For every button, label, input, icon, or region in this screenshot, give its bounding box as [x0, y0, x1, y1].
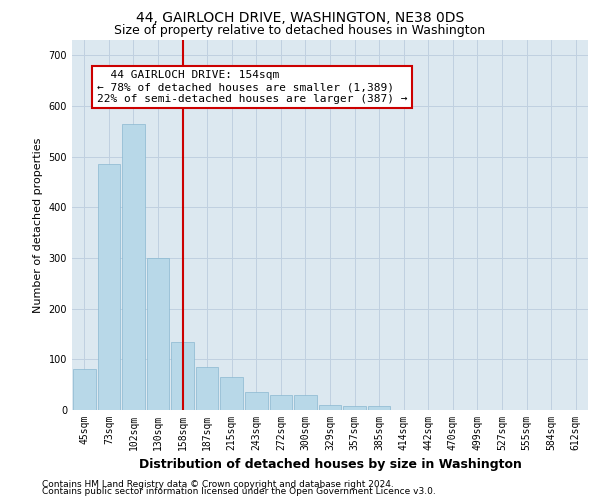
- Bar: [98, 164, 120, 410]
- Y-axis label: Number of detached properties: Number of detached properties: [33, 138, 43, 312]
- Bar: [368, 406, 391, 410]
- Bar: [73, 370, 95, 410]
- Text: Size of property relative to detached houses in Washington: Size of property relative to detached ho…: [115, 24, 485, 37]
- Text: Contains public sector information licensed under the Open Government Licence v3: Contains public sector information licen…: [42, 487, 436, 496]
- Bar: [294, 395, 317, 410]
- Bar: [122, 124, 145, 410]
- Bar: [319, 405, 341, 410]
- Bar: [343, 406, 366, 410]
- X-axis label: Distribution of detached houses by size in Washington: Distribution of detached houses by size …: [139, 458, 521, 471]
- Text: Contains HM Land Registry data © Crown copyright and database right 2024.: Contains HM Land Registry data © Crown c…: [42, 480, 394, 489]
- Bar: [269, 395, 292, 410]
- Bar: [245, 392, 268, 410]
- Text: 44, GAIRLOCH DRIVE, WASHINGTON, NE38 0DS: 44, GAIRLOCH DRIVE, WASHINGTON, NE38 0DS: [136, 11, 464, 25]
- Text: 44 GAIRLOCH DRIVE: 154sqm
← 78% of detached houses are smaller (1,389)
22% of se: 44 GAIRLOCH DRIVE: 154sqm ← 78% of detac…: [97, 70, 407, 104]
- Bar: [146, 258, 169, 410]
- Bar: [196, 367, 218, 410]
- Bar: [171, 342, 194, 410]
- Bar: [220, 377, 243, 410]
